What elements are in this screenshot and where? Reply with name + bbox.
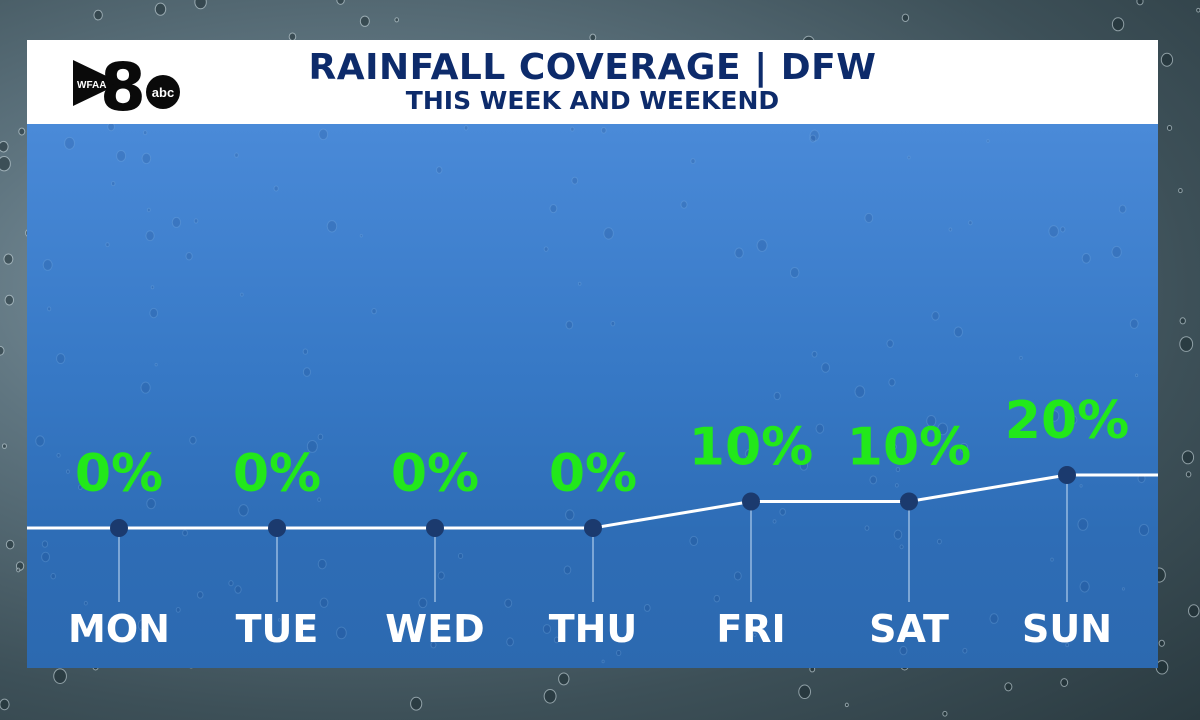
data-point	[742, 492, 760, 511]
chart-subtitle: THIS WEEK AND WEEKEND	[405, 86, 780, 115]
day-label: THU	[549, 607, 638, 651]
value-label: 0%	[391, 444, 479, 504]
value-label: 10%	[689, 418, 813, 478]
value-label: 20%	[1005, 391, 1129, 451]
wfaa-8-abc-logo: WFAA 8 abc	[73, 49, 180, 118]
day-label: SAT	[869, 607, 949, 651]
value-label: 0%	[233, 444, 321, 504]
panel-rain-texture	[35, 124, 1150, 664]
value-label: 0%	[549, 444, 637, 504]
day-label: SUN	[1022, 607, 1112, 651]
value-label: 0%	[75, 444, 163, 504]
chart-panel: 0% MON 0% TUE 0% WED 0% THU 10% FRI 10% SAT 20% SUN	[27, 124, 1158, 668]
day-label: TUE	[236, 607, 319, 651]
data-point	[1058, 466, 1076, 484]
logo-play-triangle	[73, 60, 121, 106]
chart-title: RAINFALL COVERAGE | DFW	[308, 47, 877, 88]
rainfall-line-chart: 0% MON 0% TUE 0% WED 0% THU 10% FRI 10% SAT 20% SUN	[27, 391, 1158, 651]
logo-abc-circle	[146, 75, 180, 109]
data-point	[110, 519, 128, 537]
logo-channel-text: 8	[100, 49, 146, 118]
day-label: WED	[385, 607, 484, 651]
data-point	[900, 492, 918, 511]
data-point	[268, 519, 286, 537]
day-label: MON	[68, 607, 170, 651]
header-bar: WFAA 8 abc RAINFALL COVERAGE | DFW THIS …	[27, 40, 1158, 124]
day-label: FRI	[716, 607, 785, 651]
logo-network-text: abc	[152, 85, 174, 100]
data-point	[426, 519, 444, 537]
value-label: 10%	[847, 418, 971, 478]
data-point	[584, 519, 602, 537]
logo-station-text: WFAA	[77, 80, 106, 91]
